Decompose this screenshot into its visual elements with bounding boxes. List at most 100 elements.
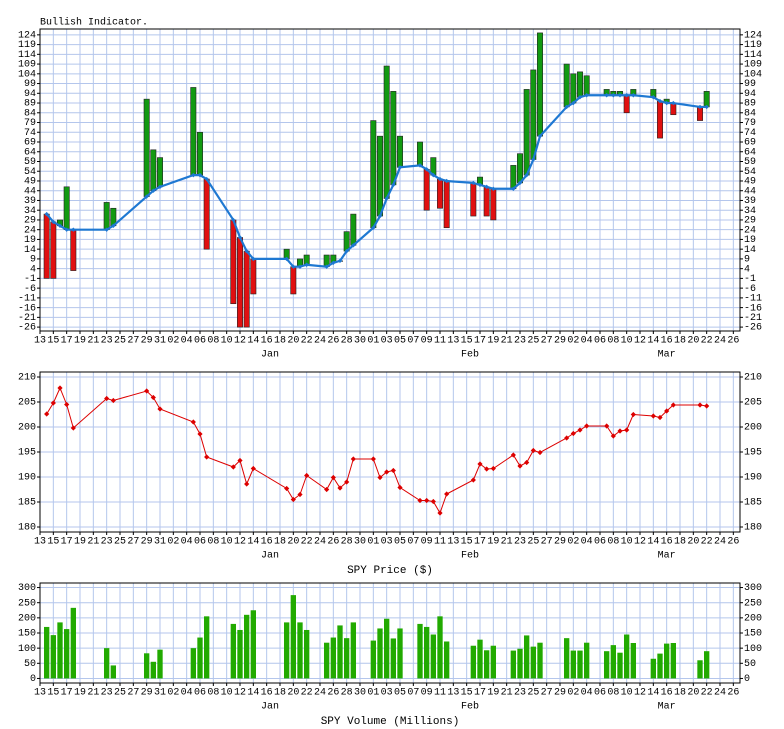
- bar: [490, 645, 496, 679]
- bar: [483, 186, 490, 217]
- x-tick-label: 17: [474, 688, 486, 699]
- price-marker: [564, 435, 570, 441]
- x-tick-label: 25: [114, 336, 126, 347]
- x-tick-label: 27: [541, 336, 553, 347]
- y-tick-label: 0: [30, 674, 36, 685]
- plot-frame: [39, 582, 741, 684]
- x-tick-label: 02: [567, 537, 579, 548]
- x-tick-label: 06: [194, 537, 206, 548]
- price-marker: [244, 481, 250, 487]
- x-tick-label: 19: [487, 537, 499, 548]
- x-tick-label: 21: [87, 537, 99, 548]
- average-marker: [477, 182, 483, 188]
- price-marker: [344, 479, 350, 485]
- average-marker: [424, 167, 429, 172]
- x-tick-label: 28: [341, 336, 353, 347]
- x-tick-label: 02: [167, 688, 179, 699]
- bar: [657, 653, 663, 679]
- bar: [150, 661, 156, 679]
- price-marker: [604, 423, 610, 429]
- x-tick-label: 01: [367, 688, 379, 699]
- price-marker: [624, 427, 630, 433]
- price-marker: [57, 385, 63, 391]
- price-marker: [297, 491, 303, 498]
- bar: [617, 652, 623, 679]
- price-marker: [350, 456, 356, 462]
- average-marker: [531, 157, 536, 162]
- price-marker: [44, 411, 50, 417]
- average-marker: [231, 217, 236, 223]
- x-tick-label: 18: [674, 537, 686, 548]
- price-marker: [570, 430, 576, 437]
- x-tick-label: 31: [154, 336, 166, 347]
- bar: [390, 638, 396, 679]
- x-tick-label: 08: [607, 688, 619, 699]
- x-tick-label: 30: [354, 336, 366, 347]
- y-tick-label: 200: [18, 613, 36, 624]
- x-tick-label: 24: [714, 537, 726, 548]
- x-tick-label: 04: [181, 537, 193, 548]
- x-tick-label: 27: [127, 688, 139, 699]
- y-tick-label: 100: [18, 644, 36, 655]
- x-tick-label: 03: [381, 336, 393, 347]
- x-tick-label: 06: [194, 688, 206, 699]
- bar: [237, 237, 243, 328]
- x-tick-label: 21: [501, 336, 513, 347]
- x-tick-label: 14: [247, 336, 259, 347]
- y-tick-label-right: 64: [744, 147, 756, 158]
- x-tick-label: 02: [567, 688, 579, 699]
- average-marker: [144, 194, 149, 199]
- bar: [584, 642, 590, 679]
- average-marker: [57, 223, 63, 228]
- bar: [523, 89, 530, 176]
- month-label: Mar: [658, 350, 676, 361]
- plot-frame: [39, 371, 741, 533]
- average-marker: [237, 235, 243, 240]
- x-tick-label: 20: [287, 537, 299, 548]
- y-tick-label-right: -1: [744, 274, 756, 285]
- price-marker: [517, 463, 523, 469]
- x-tick-label: 06: [594, 537, 606, 548]
- x-tick-label: 16: [661, 336, 673, 347]
- bar: [230, 623, 236, 679]
- y-tick-label: -16: [18, 303, 36, 314]
- bar: [244, 614, 250, 679]
- price-marker: [417, 497, 423, 504]
- bar: [510, 165, 517, 190]
- bar: [110, 665, 116, 679]
- x-tick-label: 24: [314, 537, 326, 548]
- bar: [650, 658, 656, 679]
- average-marker: [704, 104, 709, 110]
- bar: [230, 219, 237, 305]
- price-marker: [237, 457, 243, 464]
- price-line: [46, 386, 707, 515]
- y-tick-label-right: 34: [744, 206, 756, 217]
- x-tick-label: 31: [154, 688, 166, 699]
- x-tick-label: 25: [527, 537, 539, 548]
- y-tick-label: 34: [24, 206, 36, 217]
- x-tick-label: 25: [527, 688, 539, 699]
- y-tick-label: 59: [24, 157, 36, 168]
- bar: [243, 250, 250, 328]
- x-axis-title: SPY Volume (Millions): [321, 716, 460, 728]
- y-tick-label: 9: [30, 255, 36, 266]
- x-tick-label: 30: [354, 688, 366, 699]
- price-marker: [324, 486, 330, 493]
- bar: [670, 643, 676, 679]
- bar: [104, 648, 110, 679]
- average-marker: [284, 256, 289, 262]
- y-tick-label: 14: [24, 245, 36, 256]
- bar: [324, 642, 330, 679]
- x-tick-label: 26: [327, 537, 339, 548]
- bar: [524, 635, 530, 679]
- chart-title: Bullish Indicator.: [40, 17, 148, 29]
- x-tick-label: 20: [687, 688, 699, 699]
- price-marker: [70, 425, 76, 431]
- x-tick-label: 01: [367, 537, 379, 548]
- x-tick-label: 12: [634, 537, 646, 548]
- bar: [423, 168, 430, 211]
- x-tick-label: 23: [101, 537, 113, 548]
- bar: [624, 634, 630, 679]
- bar: [237, 629, 243, 679]
- x-axis-title: SPY Price ($): [347, 565, 433, 577]
